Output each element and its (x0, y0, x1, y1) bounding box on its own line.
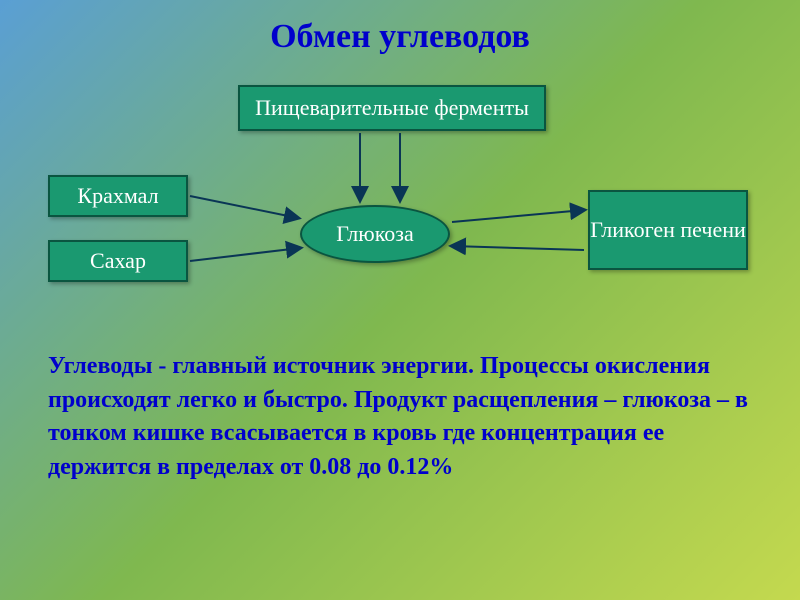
node-glycogen: Гликоген печени (588, 190, 748, 270)
node-enzymes-label: Пищеварительные ферменты (255, 95, 529, 121)
description-text: Углеводы - главный источник энергии. Про… (48, 350, 758, 484)
diagram-title: Обмен углеводов (0, 0, 800, 56)
node-starch: Крахмал (48, 175, 188, 217)
node-starch-label: Крахмал (77, 183, 158, 209)
node-sugar-label: Сахар (90, 248, 146, 274)
node-glycogen-label: Гликоген печени (590, 217, 746, 243)
node-glucose-label: Глюкоза (336, 221, 414, 247)
edge-glycogen-to-glucose (452, 246, 584, 250)
edge-starch-to-glucose (190, 196, 298, 218)
node-enzymes: Пищеварительные ферменты (238, 85, 546, 131)
edge-glucose-to-glycogen (452, 210, 584, 222)
node-glucose: Глюкоза (300, 205, 450, 263)
node-sugar: Сахар (48, 240, 188, 282)
edge-sugar-to-glucose (190, 248, 300, 261)
